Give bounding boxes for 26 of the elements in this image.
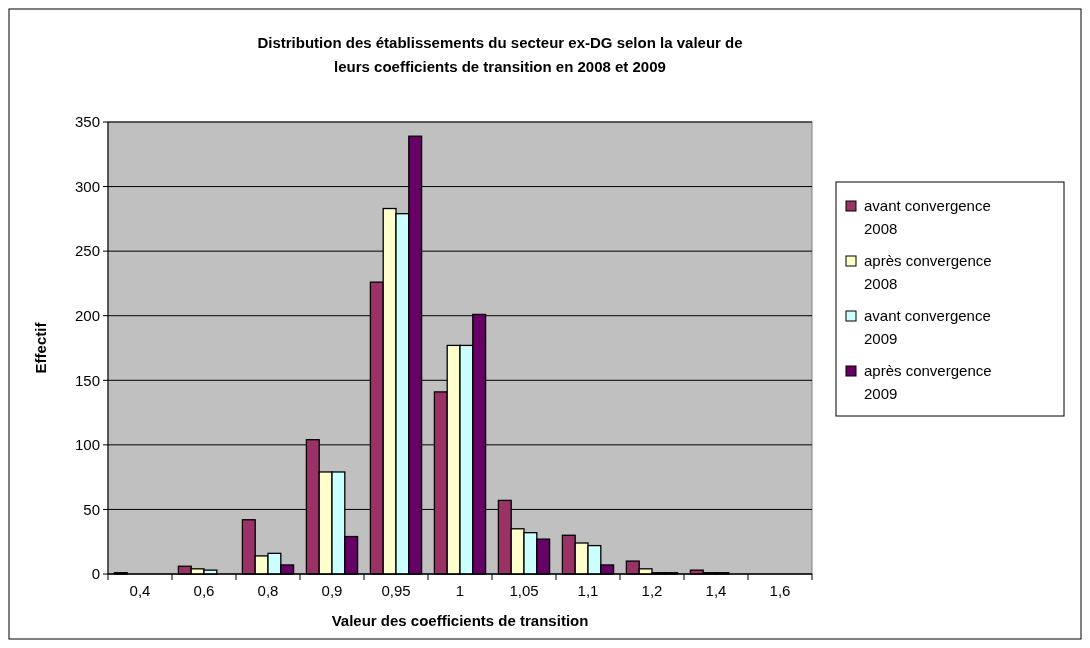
x-tick-label: 1 xyxy=(455,582,465,599)
x-tick-label: 1,2 xyxy=(641,582,663,599)
y-tick-label: 150 xyxy=(74,371,100,389)
x-tick-label: 0,4 xyxy=(129,582,151,599)
legend-label: avant convergence 2008 xyxy=(864,197,991,237)
x-tick-label: 1,1 xyxy=(577,582,599,599)
legend-label: après convergence 2008 xyxy=(864,252,992,292)
x-tick-label: 0,95 xyxy=(381,582,411,599)
x-tick-label: 1,6 xyxy=(769,582,791,599)
x-tick-label: 0,8 xyxy=(257,582,279,599)
y-axis-title: Effectif xyxy=(32,321,49,374)
legend-label: avant convergence 2009 xyxy=(864,307,991,347)
y-tick-label: 350 xyxy=(74,113,100,131)
legend-label: après convergence 2009 xyxy=(864,362,992,402)
y-tick-label: 100 xyxy=(74,436,100,454)
chart-title: Distribution des établissements du secteur ex-DG selon la valeur de leurs coefficients de transition en 2008 et 2009 xyxy=(257,34,743,75)
y-tick-label: 300 xyxy=(74,177,100,195)
x-tick-label: 0,9 xyxy=(321,582,343,599)
x-tick-label: 0,6 xyxy=(193,582,215,599)
y-tick-label: 250 xyxy=(74,242,100,260)
x-axis-title: Valeur des coefficients de transition xyxy=(331,612,589,629)
x-tick-label: 1,05 xyxy=(509,582,539,599)
y-tick-label: 50 xyxy=(83,500,100,518)
y-tick-label: 200 xyxy=(74,306,100,324)
y-tick-label: 0 xyxy=(91,565,100,583)
x-tick-label: 1,4 xyxy=(705,582,727,599)
